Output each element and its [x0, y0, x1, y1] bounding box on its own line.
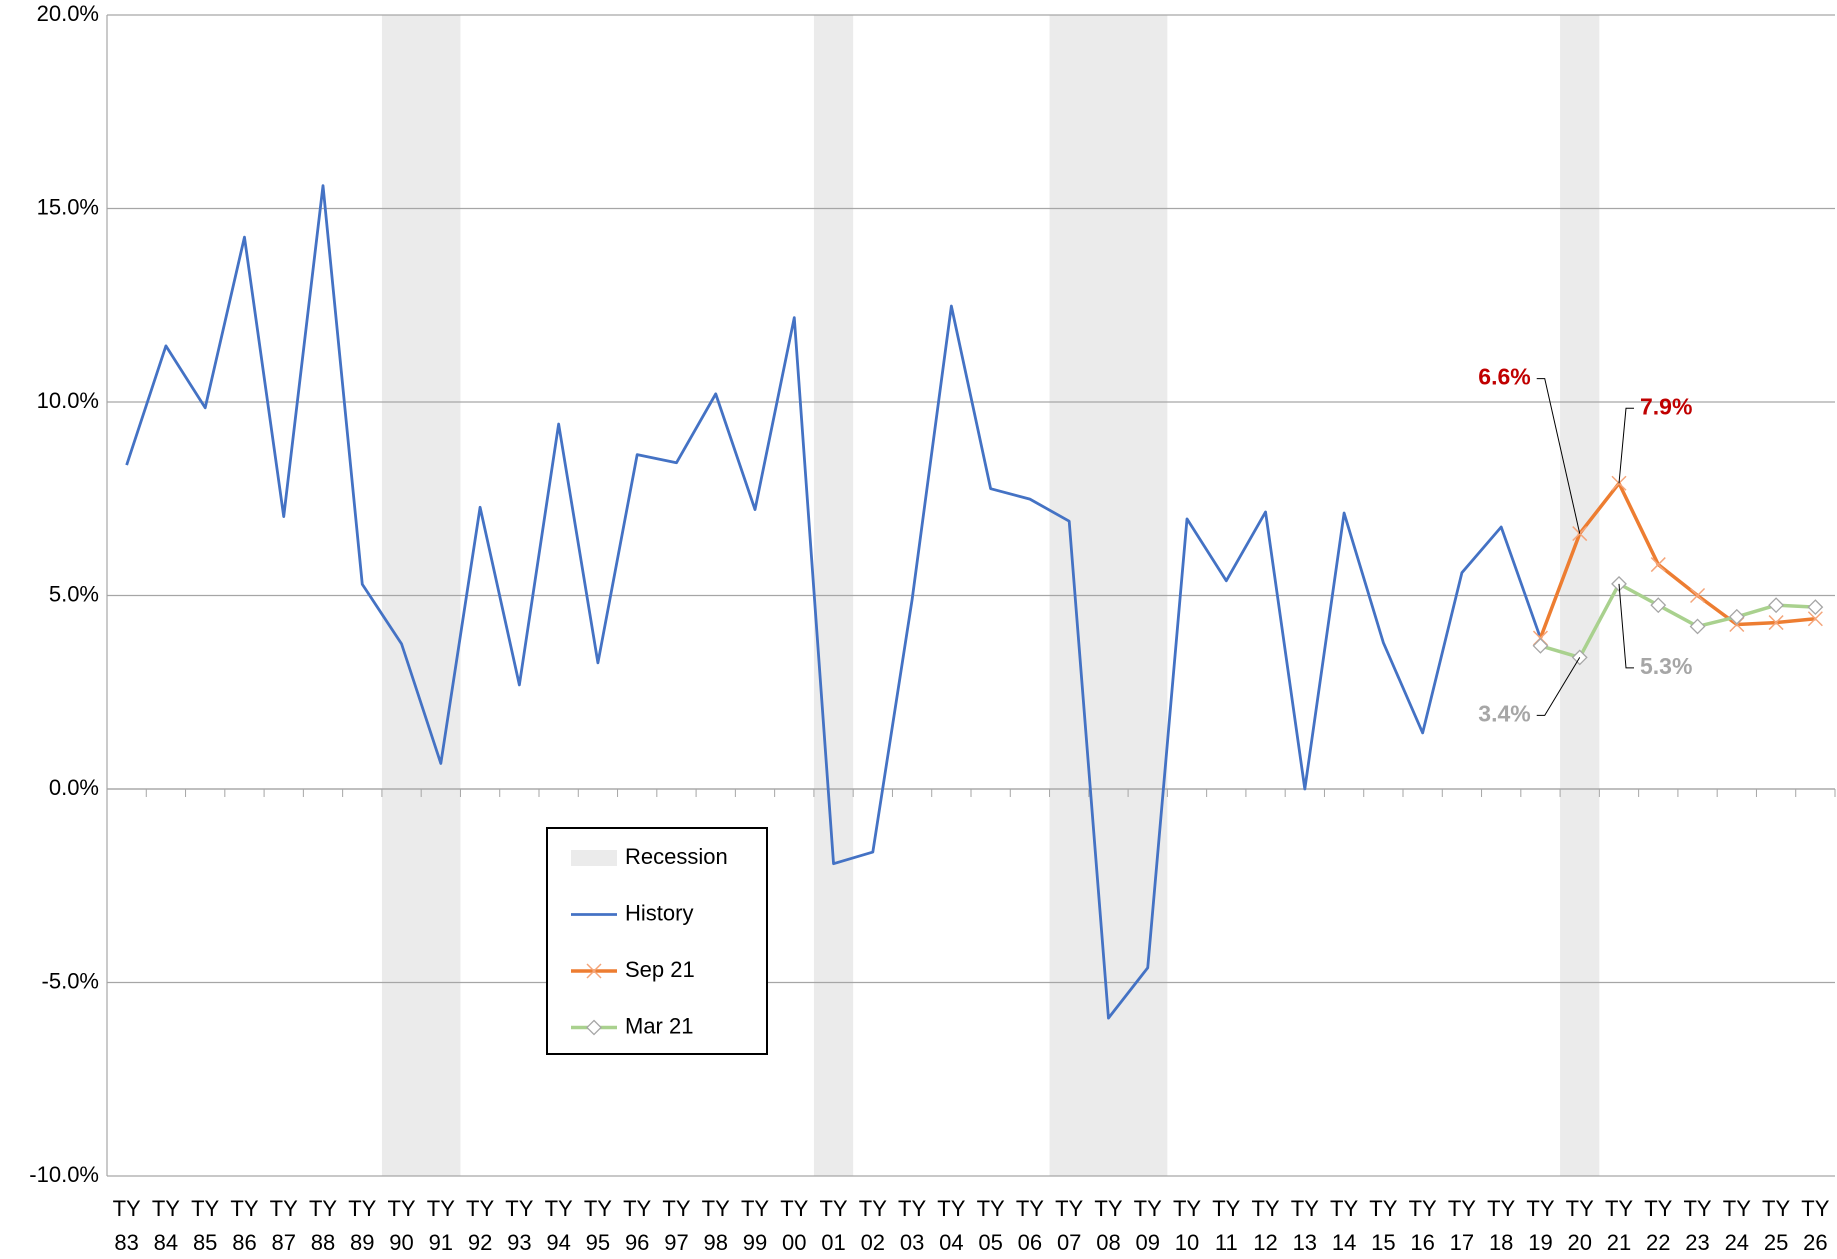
- x-tick-label: TY 21: [1605, 1196, 1633, 1255]
- x-tick-label: TY 02: [859, 1196, 887, 1255]
- legend-label: Sep 21: [625, 957, 695, 982]
- leader-line: [1618, 407, 1634, 484]
- x-tick-label: TY 99: [741, 1196, 769, 1255]
- x-tick-label: TY 96: [623, 1196, 651, 1255]
- marker: [1807, 599, 1824, 616]
- x-tick-label: TY 86: [230, 1196, 258, 1255]
- marker: [1572, 526, 1588, 542]
- series-line: [1538, 481, 1816, 639]
- y-tick-label: 15.0%: [37, 194, 99, 219]
- x-tick-label: TY 26: [1801, 1196, 1829, 1255]
- legend-label: Recession: [625, 844, 728, 869]
- legend-label: Mar 21: [625, 1013, 693, 1038]
- x-tick-label: TY 95: [584, 1196, 612, 1255]
- x-tick-label: TY 22: [1644, 1196, 1672, 1255]
- x-tick-label: TY 14: [1330, 1196, 1358, 1255]
- x-tick-label: TY 05: [977, 1196, 1005, 1255]
- y-tick-label: -5.0%: [42, 968, 99, 993]
- marker: [1650, 597, 1667, 614]
- legend: Recession History Sep 21 Mar 21: [546, 827, 768, 1055]
- data-label: 7.9%: [1640, 393, 1692, 419]
- data-label: 3.4%: [1478, 700, 1530, 726]
- marker: [1650, 557, 1666, 573]
- marker: [1571, 649, 1588, 666]
- x-tick-label: TY 11: [1212, 1196, 1240, 1255]
- x-tick-label: TY 93: [505, 1196, 533, 1255]
- x-tick-label: TY 15: [1369, 1196, 1397, 1255]
- marker: [1690, 587, 1706, 604]
- x-tick-label: TY 23: [1683, 1196, 1711, 1255]
- x-tick-label: TY 83: [113, 1196, 141, 1255]
- data-label: 5.3%: [1640, 653, 1692, 679]
- y-tick-label: 20.0%: [37, 1, 99, 26]
- series-line: [1539, 582, 1816, 660]
- x-tick-label: TY 19: [1526, 1196, 1554, 1255]
- x-tick-label: TY 98: [702, 1196, 730, 1255]
- x-tick-label: TY 12: [1251, 1196, 1279, 1255]
- marker: [586, 963, 602, 979]
- marker: [1689, 618, 1706, 635]
- leader-line: [1536, 657, 1581, 716]
- x-tick-label: TY 09: [1134, 1196, 1162, 1255]
- x-tick-label: TY 03: [898, 1196, 926, 1255]
- y-tick-label: 10.0%: [37, 388, 99, 413]
- y-tick-label: 0.0%: [49, 775, 99, 800]
- marker: [1768, 615, 1784, 631]
- series-line: [125, 184, 1542, 1020]
- x-tick-label: TY 94: [545, 1196, 573, 1255]
- x-tick-label: TY 07: [1055, 1196, 1083, 1255]
- y-tick-label: -10.0%: [29, 1162, 99, 1187]
- x-tick-label: TY 20: [1566, 1196, 1594, 1255]
- legend-swatch: [571, 850, 617, 866]
- marker: [1728, 608, 1745, 625]
- x-tick-label: TY 24: [1723, 1196, 1751, 1255]
- x-tick-label: TY 06: [1016, 1196, 1044, 1255]
- x-tick-label: TY 91: [427, 1196, 455, 1255]
- x-tick-label: TY 90: [387, 1196, 415, 1255]
- x-tick-label: TY 04: [937, 1196, 965, 1255]
- x-tick-label: TY 18: [1487, 1196, 1515, 1255]
- x-tick-label: TY 84: [152, 1196, 180, 1255]
- x-tick-label: TY 13: [1291, 1196, 1319, 1255]
- marker: [1768, 597, 1785, 614]
- x-tick-label: TY 97: [662, 1196, 690, 1255]
- marker: [1532, 637, 1549, 654]
- x-tick-label: TY 85: [191, 1196, 219, 1255]
- y-tick-label: 5.0%: [49, 581, 99, 606]
- x-tick-label: TY 08: [1094, 1196, 1122, 1255]
- x-tick-label: TY 25: [1762, 1196, 1790, 1255]
- data-label: 6.6%: [1478, 364, 1530, 390]
- x-tick-label: TY 88: [309, 1196, 337, 1255]
- legend-label: History: [625, 900, 693, 925]
- x-tick-label: TY 01: [819, 1196, 847, 1255]
- x-tick-label: TY 92: [466, 1196, 494, 1255]
- leader-line: [1618, 583, 1634, 669]
- x-tick-label: TY 16: [1409, 1196, 1437, 1255]
- x-tick-label: TY 00: [780, 1196, 808, 1255]
- x-tick-label: TY 87: [270, 1196, 298, 1255]
- leader-line: [1536, 378, 1581, 534]
- x-tick-label: TY 17: [1448, 1196, 1476, 1255]
- marker: [1807, 611, 1823, 627]
- marker: [586, 1019, 602, 1036]
- x-tick-label: TY 89: [348, 1196, 376, 1255]
- x-tick-label: TY 10: [1173, 1196, 1201, 1255]
